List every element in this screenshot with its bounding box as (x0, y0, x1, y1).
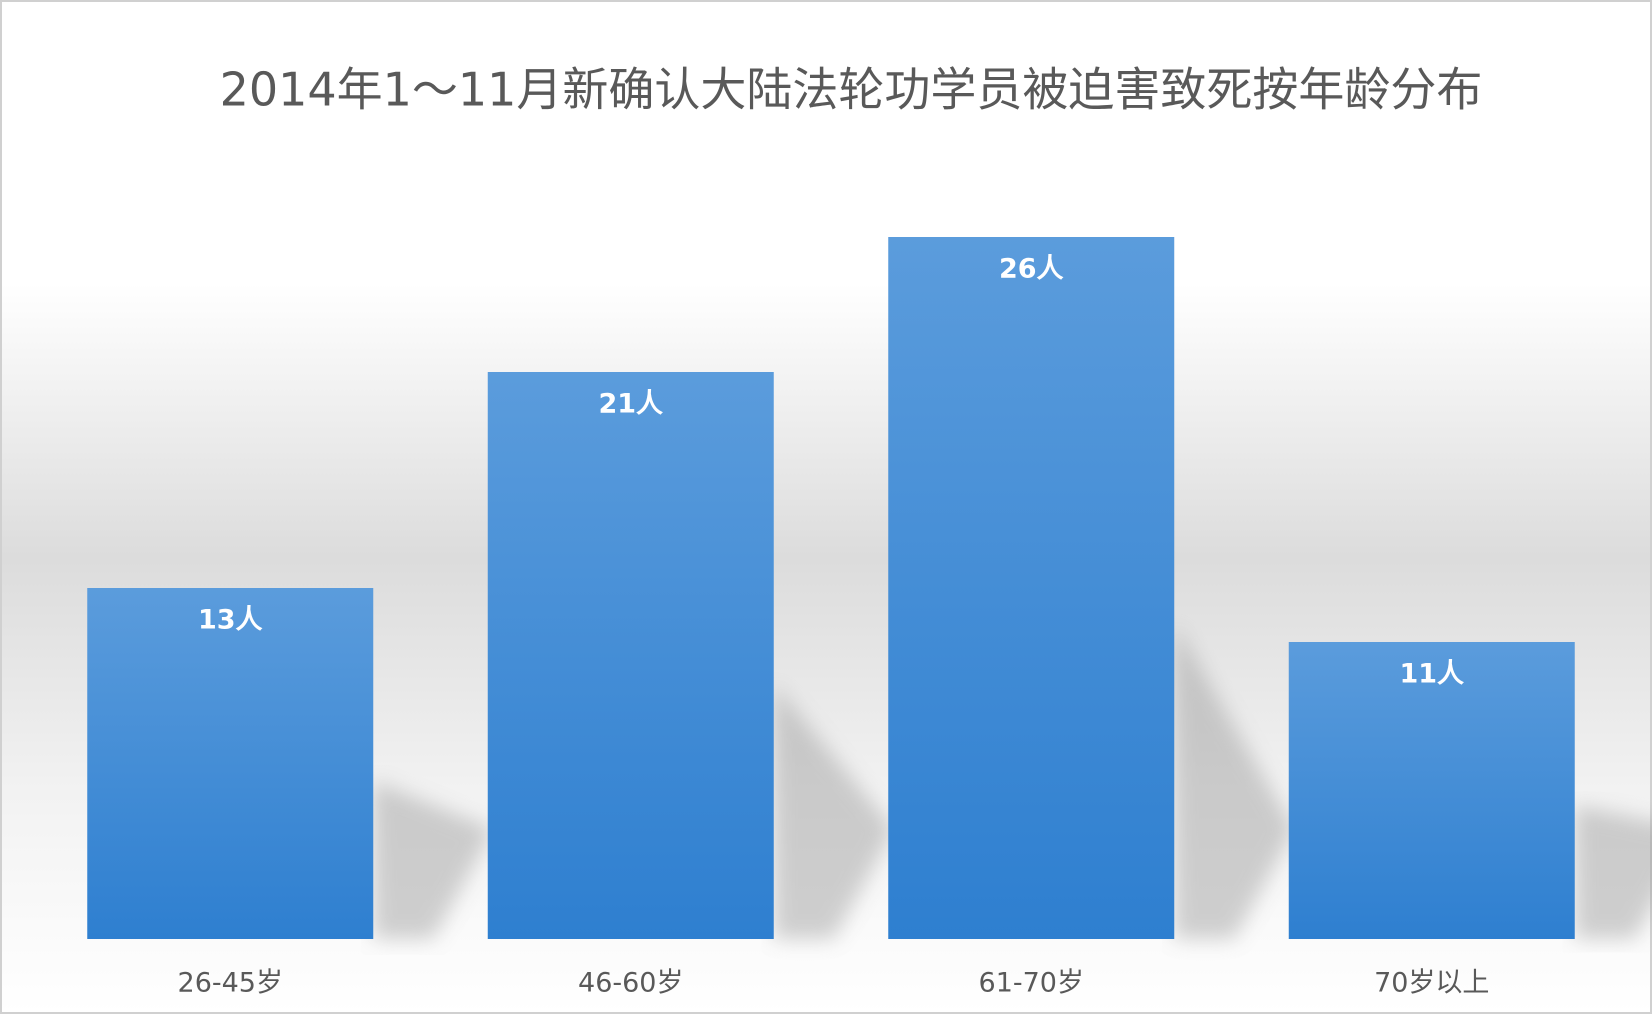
bar-shadow (773, 683, 894, 939)
chart-title: 2014年1～11月新确认大陆法轮功学员被迫害致死按年龄分布 (220, 63, 1483, 117)
x-tick-label: 61-70岁 (979, 968, 1084, 999)
x-tick-label: 46-60岁 (578, 968, 683, 999)
value-label: 26人 (999, 254, 1064, 285)
plot: 13人 26-45岁 21人 46-60岁 26人 61-70岁 11人 70岁以上 (87, 237, 1652, 999)
bar (888, 237, 1175, 939)
bar (87, 588, 374, 939)
bar-shadow (373, 781, 494, 939)
x-tick-label: 26-45岁 (178, 968, 283, 999)
value-label: 11人 (1399, 659, 1464, 690)
value-label: 13人 (198, 605, 263, 636)
bar-shadow (1574, 805, 1652, 939)
bar-shadow (1174, 623, 1295, 939)
bar (1288, 642, 1575, 939)
bar (487, 372, 774, 939)
x-tick-label: 70岁以上 (1374, 968, 1489, 999)
value-label: 21人 (598, 389, 663, 420)
